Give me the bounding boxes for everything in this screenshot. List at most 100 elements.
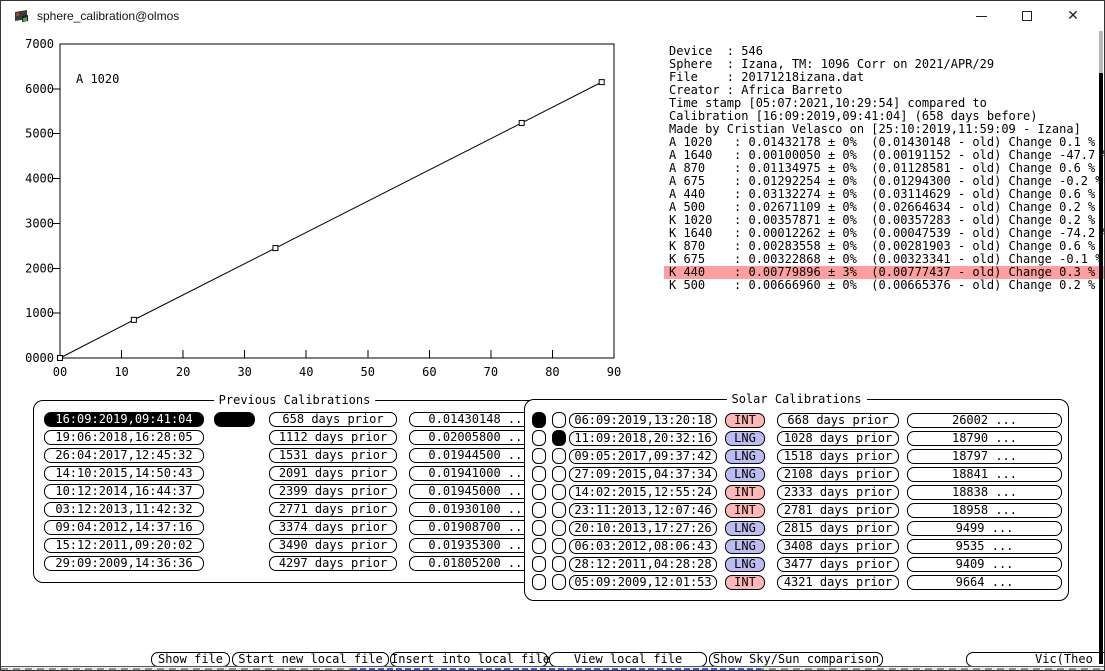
solar-cal-days-button[interactable]: 2815 days prior [777,521,899,536]
prev-cal-days-button[interactable]: 2091 days prior [269,466,397,481]
prev-cal-days-button[interactable]: 3374 days prior [269,520,397,535]
solar-cal-checkbox-2[interactable] [552,430,566,446]
solar-cal-date-button[interactable]: 05:09:2009,12:01:53 [569,575,717,590]
solar-cal-days-button[interactable]: 4321 days prior [777,575,899,590]
solar-cal-days-button[interactable]: 3408 days prior [777,539,899,554]
solar-cal-date-button[interactable]: 23:11:2013,12:07:46 [569,503,717,518]
solar-cal-days-button[interactable]: 3477 days prior [777,557,899,572]
solar-cal-checkbox-2[interactable] [552,520,566,536]
maximize-button[interactable] [1004,1,1050,31]
solar-cal-type-badge[interactable]: INT [725,413,765,428]
prev-cal-days-button[interactable]: 1112 days prior [269,430,397,445]
solar-cal-type-badge[interactable]: LNG [725,521,765,536]
solar-cal-date-button[interactable]: 06:03:2012,08:06:43 [569,539,717,554]
show-sky-sun-comparison-button[interactable]: Show Sky/Sun comparison [709,652,883,667]
solar-cal-checkbox-1[interactable] [532,430,546,446]
prev-cal-value-button[interactable]: 0.01805200 ... [409,556,549,571]
solar-cal-type-badge[interactable]: LNG [725,431,765,446]
title-bar[interactable]: sphere_calibration@olmos ✕ [1,1,1104,31]
prev-cal-date-button[interactable]: 19:06:2018,16:28:05 [44,430,204,445]
prev-cal-date-button[interactable]: 14:10:2015,14:50:43 [44,466,204,481]
solar-cal-days-button[interactable]: 1028 days prior [777,431,899,446]
prev-cal-value-button[interactable]: 0.02005800 ... [409,430,549,445]
prev-cal-date-button[interactable]: 16:09:2019,09:41:04 [44,412,204,427]
solar-cal-date-button[interactable]: 11:09:2018,20:32:16 [569,431,717,446]
minimize-button[interactable] [958,1,1004,31]
solar-cal-checkbox-1[interactable] [532,520,546,536]
scrollbar-track[interactable] [1099,31,1103,73]
solar-cal-type-badge[interactable]: LNG [725,449,765,464]
solar-cal-days-button[interactable]: 2333 days prior [777,485,899,500]
solar-cal-date-button[interactable]: 20:10:2013,17:27:26 [569,521,717,536]
solar-cal-checkbox-2[interactable] [552,412,566,428]
solar-cal-checkbox-1[interactable] [532,556,546,572]
prev-cal-date-button[interactable]: 29:09:2009,14:36:36 [44,556,204,571]
solar-cal-value-button[interactable]: 9499 ... [907,521,1062,536]
solar-cal-checkbox-1[interactable] [532,574,546,590]
solar-cal-value-button[interactable]: 18958 ... [907,503,1062,518]
solar-cal-checkbox-1[interactable] [532,538,546,554]
solar-cal-checkbox-1[interactable] [532,466,546,482]
solar-cal-checkbox-1[interactable] [532,448,546,464]
solar-cal-date-button[interactable]: 27:09:2015,04:37:34 [569,467,717,482]
solar-cal-type-badge[interactable]: LNG [725,539,765,554]
solar-cal-value-button[interactable]: 26002 ... [907,413,1062,428]
solar-cal-checkbox-1[interactable] [532,484,546,500]
prev-cal-days-button[interactable]: 4297 days prior [269,556,397,571]
prev-cal-days-button[interactable]: 2771 days prior [269,502,397,517]
solar-cal-date-button[interactable]: 06:09:2019,13:20:18 [569,413,717,428]
solar-cal-days-button[interactable]: 1518 days prior [777,449,899,464]
prev-cal-value-button[interactable]: 0.01941000 ... [409,466,549,481]
solar-cal-date-button[interactable]: 09:05:2017,09:37:42 [569,449,717,464]
solar-cal-value-button[interactable]: 18841 ... [907,467,1062,482]
solar-cal-checkbox-2[interactable] [552,466,566,482]
solar-cal-date-button[interactable]: 28:12:2011,04:28:28 [569,557,717,572]
prev-cal-selected-indicator[interactable] [214,412,255,427]
view-local-file-button[interactable]: View local file [549,652,707,667]
prev-cal-date-button[interactable]: 03:12:2013,11:42:32 [44,502,204,517]
solar-cal-value-button[interactable]: 18797 ... [907,449,1062,464]
vic-theo-button[interactable]: Vic(Theo [966,652,1104,667]
prev-cal-value-button[interactable]: 0.01944500 ... [409,448,549,463]
solar-cal-value-button[interactable]: 18790 ... [907,431,1062,446]
prev-cal-date-button[interactable]: 15:12:2011,09:20:02 [44,538,204,553]
solar-cal-value-button[interactable]: 9664 ... [907,575,1062,590]
start-new-local-file-button[interactable]: Start new local file [232,652,389,667]
prev-cal-days-button[interactable]: 1531 days prior [269,448,397,463]
solar-cal-days-button[interactable]: 668 days prior [777,413,899,428]
prev-cal-value-button[interactable]: 0.01930100 ... [409,502,549,517]
prev-cal-days-button[interactable]: 3490 days prior [269,538,397,553]
solar-cal-checkbox-1[interactable] [532,412,546,428]
prev-cal-value-button[interactable]: 0.01935300 ... [409,538,549,553]
insert-into-local-file-button[interactable]: Insert into local file [390,652,550,667]
prev-cal-date-button[interactable]: 09:04:2012,14:37:16 [44,520,204,535]
close-button[interactable]: ✕ [1050,1,1096,31]
scrollbar-thumb[interactable] [1099,73,1103,664]
solar-cal-days-button[interactable]: 2108 days prior [777,467,899,482]
prev-cal-days-button[interactable]: 2399 days prior [269,484,397,499]
solar-cal-checkbox-2[interactable] [552,448,566,464]
solar-cal-checkbox-2[interactable] [552,556,566,572]
prev-cal-value-button[interactable]: 0.01908700 ... [409,520,549,535]
solar-cal-checkbox-2[interactable] [552,538,566,554]
solar-cal-checkbox-2[interactable] [552,574,566,590]
solar-cal-value-button[interactable]: 9535 ... [907,539,1062,554]
solar-cal-days-button[interactable]: 2781 days prior [777,503,899,518]
solar-cal-checkbox-1[interactable] [532,502,546,518]
solar-cal-type-badge[interactable]: INT [725,575,765,590]
solar-cal-type-badge[interactable]: LNG [725,557,765,572]
solar-cal-checkbox-2[interactable] [552,502,566,518]
solar-cal-value-button[interactable]: 18838 ... [907,485,1062,500]
solar-cal-date-button[interactable]: 14:02:2015,12:55:24 [569,485,717,500]
prev-cal-value-button[interactable]: 0.01430148 ... [409,412,549,427]
solar-cal-checkbox-2[interactable] [552,484,566,500]
show-file-button[interactable]: Show file [151,652,230,667]
solar-cal-type-badge[interactable]: INT [725,503,765,518]
prev-cal-date-button[interactable]: 10:12:2014,16:44:37 [44,484,204,499]
prev-cal-value-button[interactable]: 0.01945000 ... [409,484,549,499]
prev-cal-days-button[interactable]: 658 days prior [269,412,397,427]
solar-cal-type-badge[interactable]: INT [725,485,765,500]
prev-cal-date-button[interactable]: 26:04:2017,12:45:32 [44,448,204,463]
solar-cal-type-badge[interactable]: LNG [725,467,765,482]
solar-cal-value-button[interactable]: 9409 ... [907,557,1062,572]
